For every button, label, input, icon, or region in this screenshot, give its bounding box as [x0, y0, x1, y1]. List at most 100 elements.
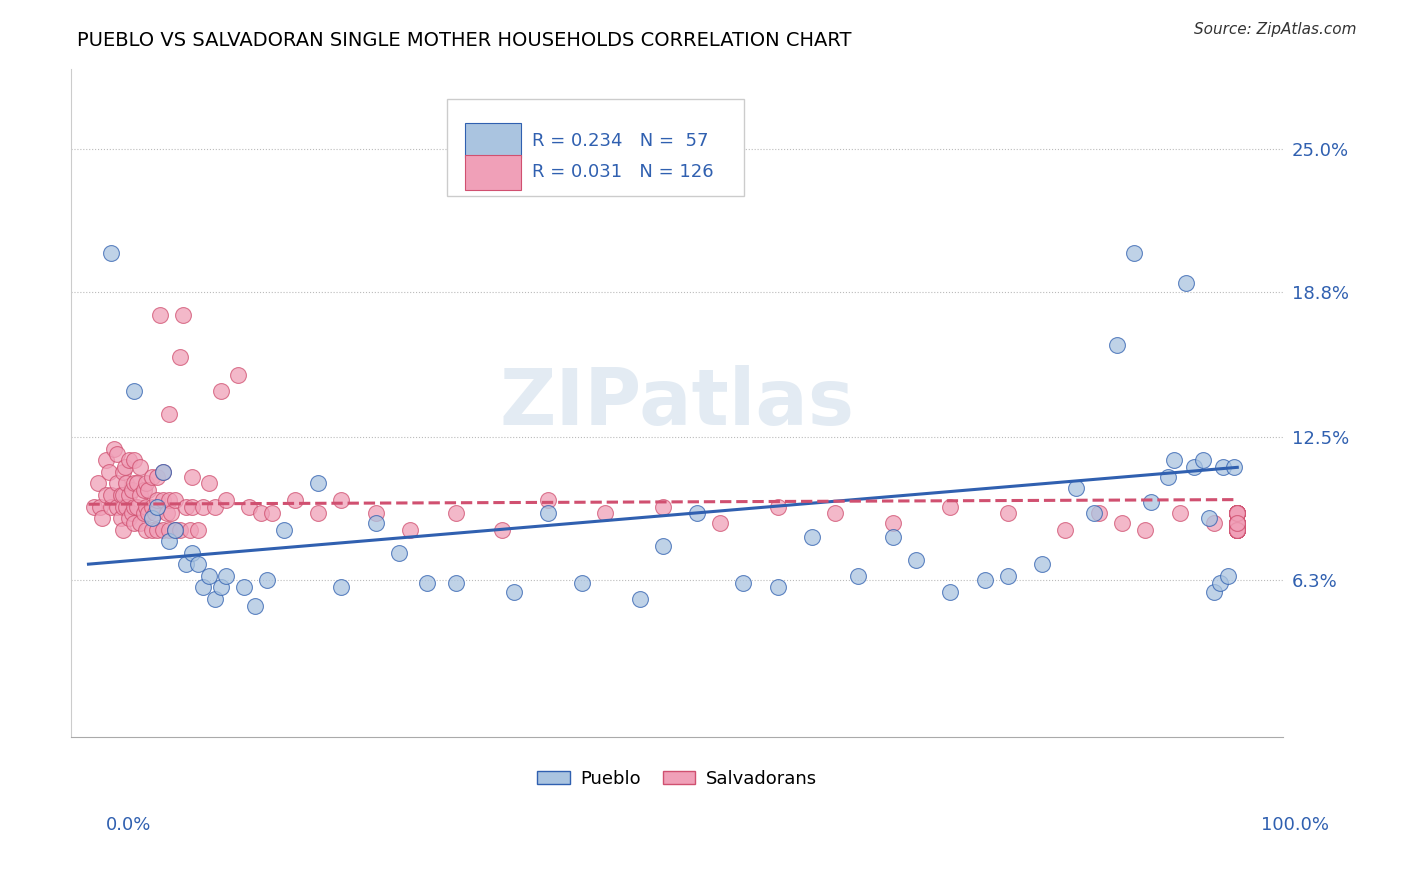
Point — [1135, 523, 1157, 537]
Point — [882, 516, 904, 530]
Point — [1209, 575, 1232, 590]
Point — [1223, 460, 1246, 475]
Point — [1226, 507, 1249, 521]
Point — [124, 453, 146, 467]
Text: R = 0.234   N =  57: R = 0.234 N = 57 — [531, 132, 709, 150]
Point — [157, 523, 180, 537]
Point — [766, 500, 789, 514]
Point — [997, 507, 1019, 521]
Point — [1105, 338, 1128, 352]
Point — [1226, 507, 1249, 521]
Point — [243, 599, 266, 613]
Point — [180, 500, 202, 514]
Point — [1216, 568, 1239, 582]
Point — [1226, 507, 1249, 521]
Point — [1226, 507, 1249, 521]
Text: PUEBLO VS SALVADORAN SINGLE MOTHER HOUSEHOLDS CORRELATION CHART: PUEBLO VS SALVADORAN SINGLE MOTHER HOUSE… — [77, 31, 852, 50]
Point — [124, 500, 146, 514]
Point — [766, 580, 789, 594]
Point — [399, 523, 422, 537]
Point — [136, 483, 159, 498]
Point — [1226, 507, 1249, 521]
Point — [125, 476, 148, 491]
Point — [100, 488, 122, 502]
Point — [1163, 453, 1185, 467]
Point — [1226, 516, 1249, 530]
FancyBboxPatch shape — [447, 99, 744, 195]
Point — [1174, 276, 1197, 290]
Point — [846, 568, 869, 582]
Point — [100, 500, 122, 514]
Point — [1122, 246, 1144, 260]
Point — [141, 523, 163, 537]
Point — [1226, 516, 1249, 530]
Point — [232, 580, 254, 594]
Point — [141, 500, 163, 514]
Point — [1198, 511, 1220, 525]
Point — [94, 453, 117, 467]
Text: 100.0%: 100.0% — [1261, 816, 1329, 834]
Point — [1226, 523, 1249, 537]
Point — [143, 507, 166, 521]
Point — [444, 575, 467, 590]
Point — [111, 500, 134, 514]
Point — [146, 469, 169, 483]
Point — [193, 580, 215, 594]
Point — [209, 580, 232, 594]
Point — [141, 469, 163, 483]
Point — [124, 516, 146, 530]
Point — [180, 469, 202, 483]
Point — [628, 591, 651, 606]
Point — [172, 308, 194, 322]
Point — [1066, 481, 1088, 495]
Point — [1226, 523, 1249, 537]
Point — [307, 476, 329, 491]
Point — [193, 500, 215, 514]
Point — [1226, 523, 1249, 537]
Point — [1226, 507, 1249, 521]
Point — [114, 460, 136, 475]
Point — [121, 483, 143, 498]
Point — [939, 500, 962, 514]
Point — [997, 568, 1019, 582]
Point — [226, 368, 249, 383]
Point — [1226, 523, 1249, 537]
Point — [1053, 523, 1076, 537]
Point — [1168, 507, 1191, 521]
Point — [973, 574, 995, 588]
Point — [284, 492, 307, 507]
Point — [1182, 460, 1205, 475]
Text: R = 0.031   N = 126: R = 0.031 N = 126 — [531, 163, 713, 181]
Point — [215, 568, 238, 582]
Point — [141, 511, 163, 525]
Point — [83, 500, 105, 514]
Point — [136, 507, 159, 521]
Point — [238, 500, 260, 514]
Point — [1226, 523, 1249, 537]
Legend: Pueblo, Salvadorans: Pueblo, Salvadorans — [530, 763, 824, 795]
Point — [330, 492, 353, 507]
Point — [1157, 469, 1180, 483]
Point — [155, 507, 177, 521]
Point — [163, 523, 186, 537]
Point — [149, 308, 172, 322]
Point — [105, 476, 128, 491]
Point — [1226, 516, 1249, 530]
Point — [256, 574, 278, 588]
Point — [651, 539, 673, 553]
Point — [1226, 507, 1249, 521]
Point — [135, 500, 157, 514]
Point — [204, 500, 226, 514]
Text: ZIPatlas: ZIPatlas — [499, 365, 855, 441]
Point — [1226, 516, 1249, 530]
Point — [105, 446, 128, 460]
Point — [132, 483, 155, 498]
Point — [174, 500, 197, 514]
Point — [152, 492, 174, 507]
Point — [86, 476, 108, 491]
Point — [110, 488, 132, 502]
Point — [98, 465, 121, 479]
Point — [135, 476, 157, 491]
Point — [249, 507, 271, 521]
Point — [1111, 516, 1133, 530]
